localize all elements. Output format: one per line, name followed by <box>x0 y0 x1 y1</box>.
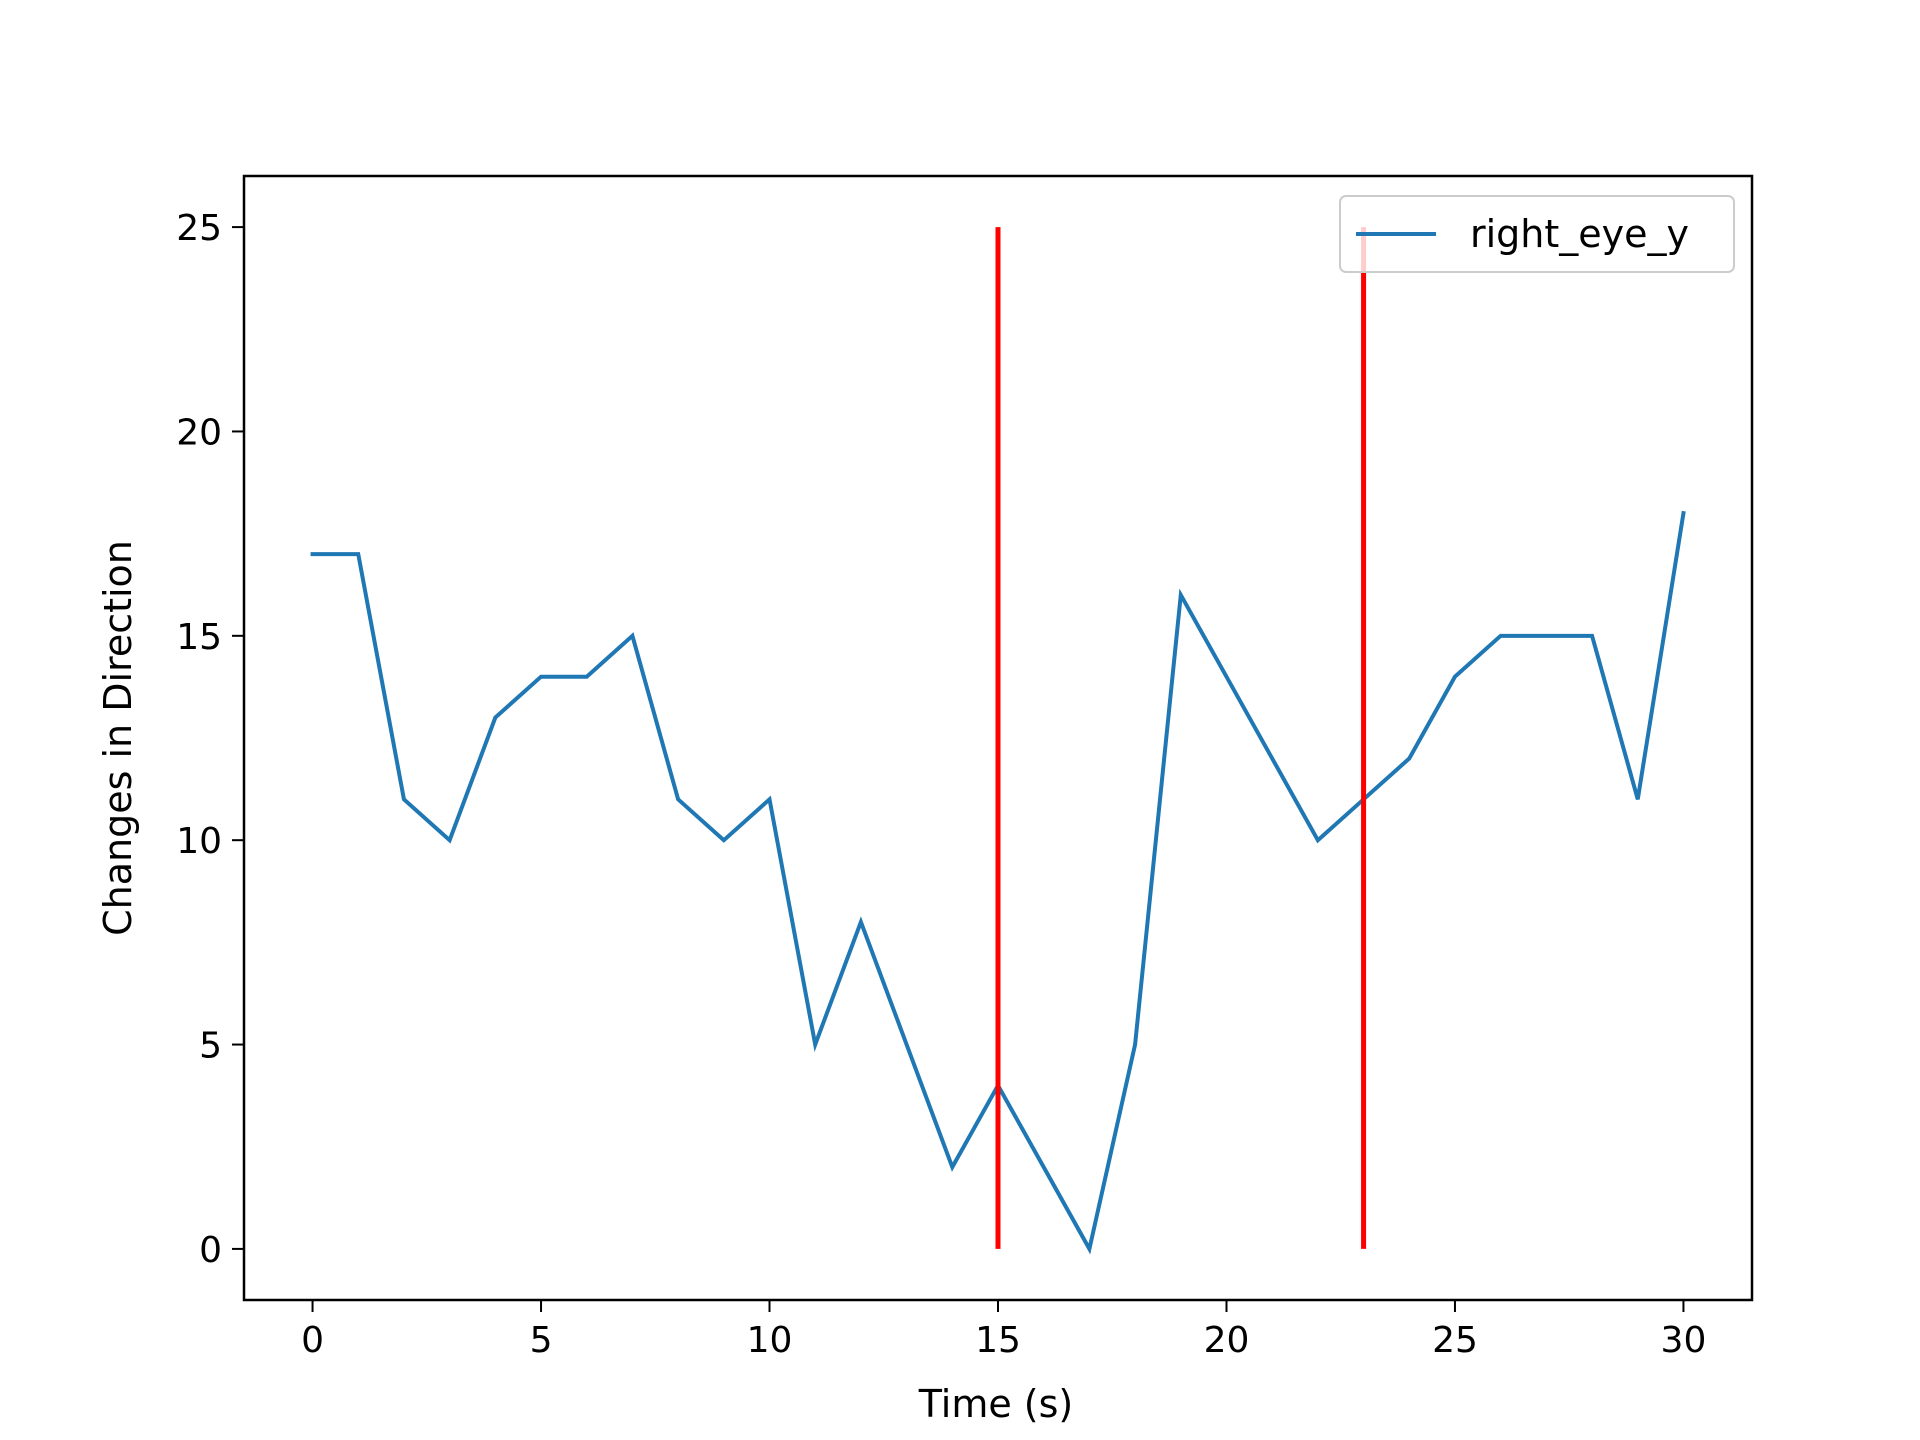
y-tick-label: 20 <box>176 412 222 453</box>
plot-area <box>310 227 1686 1255</box>
data-point <box>540 676 542 678</box>
data-point <box>906 1044 908 1046</box>
y-tick-label: 15 <box>176 617 222 658</box>
data-point <box>1454 676 1456 678</box>
data-point <box>1088 1248 1090 1250</box>
data-point <box>449 839 451 841</box>
data-point <box>1180 594 1182 596</box>
data-point <box>1043 1166 1045 1168</box>
data-point <box>951 1166 953 1168</box>
data-point <box>1408 757 1410 759</box>
x-axis-label: Time (s) <box>918 1382 1074 1426</box>
y-tick-label: 10 <box>176 821 222 862</box>
data-point <box>1545 635 1547 637</box>
data-point <box>769 798 771 800</box>
data-point <box>1682 512 1684 514</box>
legend-box <box>1339 195 1735 273</box>
data-point <box>312 553 314 555</box>
y-tick-label: 25 <box>176 208 222 249</box>
legend-label: right_eye_y <box>1470 212 1689 256</box>
data-point <box>1271 757 1273 759</box>
x-tick-label: 25 <box>1432 1320 1478 1361</box>
y-tick-label: 5 <box>199 1026 222 1067</box>
x-tick-label: 5 <box>530 1320 553 1361</box>
data-point <box>1637 798 1639 800</box>
y-axis-label: Changes in Direction <box>96 540 140 936</box>
data-point <box>1500 635 1502 637</box>
axes: 0 5 10 15 20 25 30 0 5 10 15 20 25 <box>176 174 1754 1361</box>
x-tick-label: 10 <box>747 1320 793 1361</box>
data-point <box>586 676 588 678</box>
x-tick-label: 20 <box>1204 1320 1250 1361</box>
data-point <box>723 839 725 841</box>
data-point <box>403 798 405 800</box>
x-tick-label: 30 <box>1661 1320 1707 1361</box>
y-tick-label: 0 <box>199 1230 222 1271</box>
x-tick-label: 0 <box>301 1320 324 1361</box>
legend: right_eye_y <box>1339 195 1735 273</box>
data-point <box>1134 1044 1136 1046</box>
data-point <box>814 1044 816 1046</box>
data-point <box>1591 635 1593 637</box>
data-point <box>631 635 633 637</box>
data-point <box>677 798 679 800</box>
data-point <box>1225 676 1227 678</box>
data-point <box>494 717 496 719</box>
data-point <box>357 553 359 555</box>
data-point <box>1317 839 1319 841</box>
data-point <box>860 921 862 923</box>
x-tick-label: 15 <box>975 1320 1021 1361</box>
